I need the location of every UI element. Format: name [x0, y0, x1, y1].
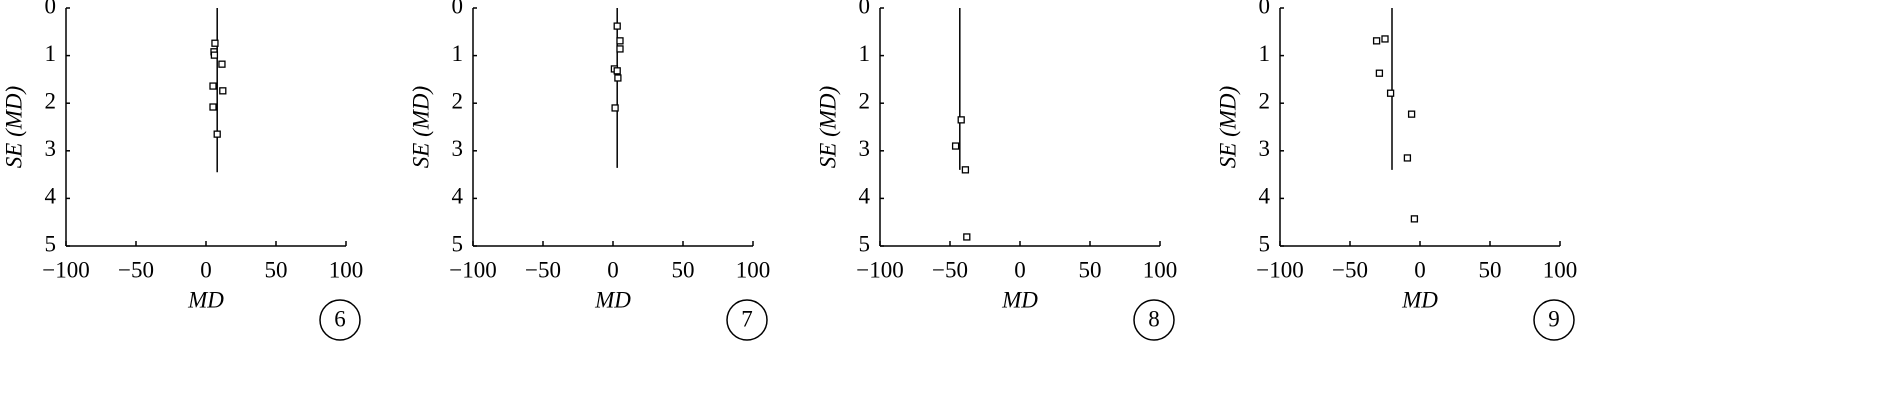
y-tick-label: 1 [859, 41, 871, 66]
x-tick-label: 0 [1414, 257, 1426, 282]
x-tick-label: 0 [1014, 257, 1026, 282]
data-point [1386, 89, 1395, 97]
x-axis-title: MD [594, 287, 631, 312]
data-point [614, 74, 622, 82]
x-tick-label: 100 [329, 257, 364, 282]
data-point [1375, 69, 1384, 77]
x-tick-label: 0 [200, 257, 212, 282]
x-tick-label: −100 [449, 257, 496, 282]
x-axis-title: MD [1001, 287, 1038, 312]
data-point [961, 166, 970, 174]
y-tick-label: 4 [1259, 184, 1271, 209]
panel-circle [726, 299, 768, 341]
data-point [951, 142, 960, 150]
data-point [1410, 215, 1419, 223]
x-tick-label: −100 [1256, 257, 1303, 282]
y-tick-label: 2 [452, 88, 464, 113]
panel-label: 8 [1148, 306, 1160, 331]
data-point [1372, 37, 1381, 45]
x-tick-label: 0 [607, 257, 619, 282]
x-tick-label: −50 [1332, 257, 1368, 282]
panel-circle [1133, 299, 1175, 341]
data-point [613, 22, 621, 30]
y-tick-label: 5 [452, 231, 464, 256]
data-point [218, 60, 226, 68]
y-tick-label: 1 [452, 41, 464, 66]
data-point [963, 233, 971, 241]
y-tick-label: 0 [452, 0, 464, 18]
y-axis-title: SE (MD) [408, 86, 433, 168]
panel-circle [1533, 299, 1575, 341]
y-tick-label: 5 [1259, 231, 1271, 256]
y-tick-label: 3 [452, 136, 464, 161]
y-tick-label: 2 [45, 88, 57, 113]
x-tick-label: 100 [1543, 257, 1578, 282]
x-tick-label: −50 [525, 257, 561, 282]
x-tick-label: −100 [856, 257, 903, 282]
y-axis-title: SE (MD) [1215, 86, 1240, 168]
x-tick-label: 50 [1079, 257, 1102, 282]
y-tick-label: 3 [45, 136, 57, 161]
panel-circle [319, 299, 361, 341]
x-tick-label: −50 [118, 257, 154, 282]
data-point [616, 37, 624, 45]
x-tick-label: 50 [672, 257, 695, 282]
data-point [1403, 154, 1412, 162]
x-axis-title: MD [1401, 287, 1438, 312]
x-tick-label: −100 [42, 257, 89, 282]
data-point [219, 87, 227, 95]
y-tick-label: 4 [452, 184, 464, 209]
y-tick-label: 2 [859, 88, 871, 113]
panel-label: 7 [741, 306, 753, 331]
data-point [957, 116, 965, 124]
x-tick-label: 50 [265, 257, 288, 282]
panel-label: 6 [334, 306, 346, 331]
x-tick-label: 50 [1479, 257, 1502, 282]
x-axis-title: MD [187, 287, 224, 312]
y-tick-label: 1 [1259, 41, 1271, 66]
data-point [209, 82, 217, 90]
y-tick-label: 0 [45, 0, 57, 18]
y-tick-label: 3 [1259, 136, 1271, 161]
data-point [210, 51, 219, 59]
x-tick-label: 100 [736, 257, 771, 282]
y-tick-label: 2 [1259, 88, 1271, 113]
y-tick-label: 4 [859, 184, 871, 209]
data-point [616, 45, 624, 53]
y-tick-label: 0 [859, 0, 871, 18]
data-point [1407, 110, 1416, 118]
y-tick-label: 5 [45, 231, 57, 256]
panel-label: 9 [1548, 306, 1560, 331]
y-tick-label: 4 [45, 184, 57, 209]
y-axis-title: SE (MD) [815, 86, 840, 168]
data-point [213, 130, 221, 138]
data-point [1381, 35, 1389, 43]
y-axis-title: SE (MD) [1, 86, 26, 168]
data-point [613, 67, 621, 75]
y-tick-label: 1 [45, 41, 57, 66]
x-tick-label: −50 [932, 257, 968, 282]
y-tick-label: 3 [859, 136, 871, 161]
y-tick-label: 5 [859, 231, 871, 256]
data-point [209, 103, 217, 111]
data-point [211, 39, 219, 47]
x-tick-label: 100 [1143, 257, 1178, 282]
y-tick-label: 0 [1259, 0, 1271, 18]
data-point [611, 104, 619, 112]
